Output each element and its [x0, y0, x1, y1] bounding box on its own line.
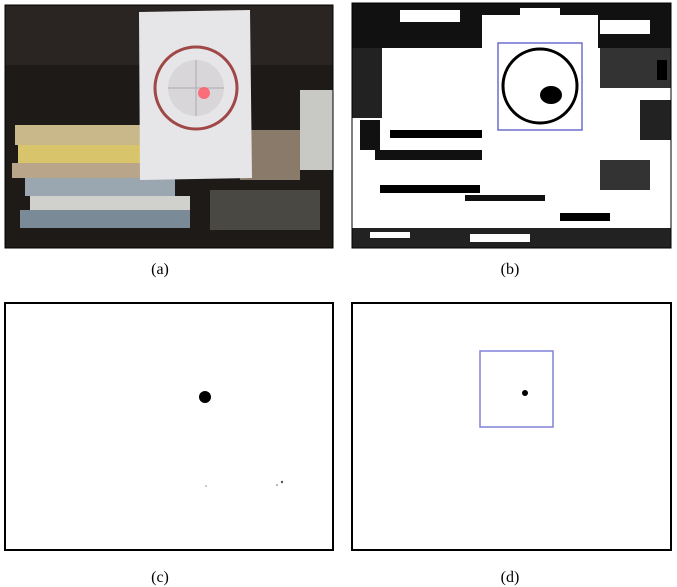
panel-caption: (b) [501, 261, 520, 278]
panel-c-image [4, 302, 334, 551]
panel-caption: (d) [501, 569, 520, 586]
panel-a-image [4, 4, 334, 249]
panel-d-image [351, 302, 672, 551]
panel-b-image [351, 2, 672, 249]
panel-caption: (a) [151, 261, 169, 278]
panel-caption: (c) [151, 569, 169, 586]
